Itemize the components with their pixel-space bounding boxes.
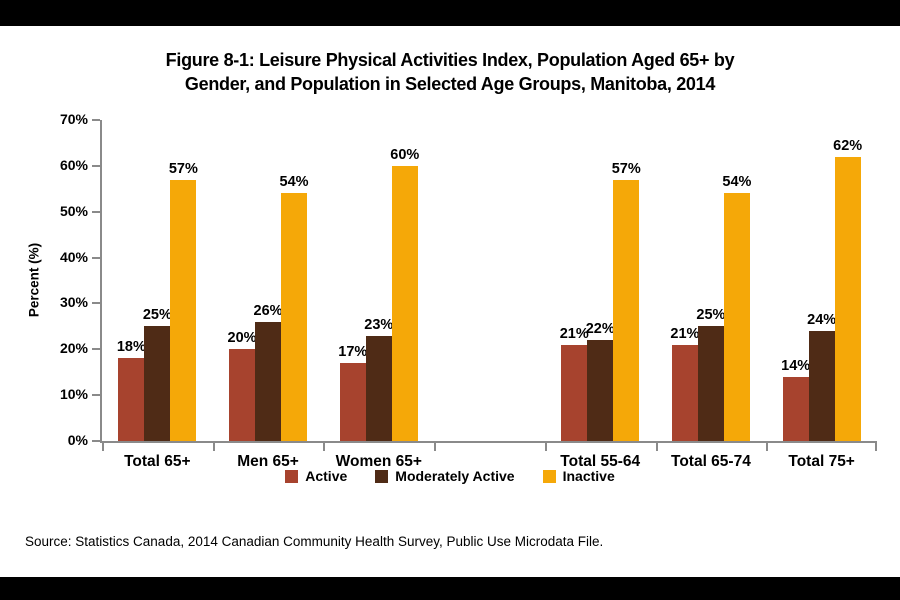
bar-inactive-total-65 [170,179,197,441]
bar-value-label: 18% [116,339,146,356]
bar-value-label: 26% [253,302,283,319]
bar-value-label: 24% [807,311,837,328]
bar-value-label: 54% [722,174,752,191]
bar-value-label: 25% [142,307,172,324]
chart-title-line2: Gender, and Population in Selected Age G… [184,74,716,94]
bar-value-label: 23% [364,316,394,333]
y-axis-tick-label: 60% [59,156,88,173]
bar-inactive-total-75 [834,156,861,441]
y-axis-tick [92,164,100,167]
y-axis-tick [92,348,100,351]
legend-item-active: Active [285,468,347,484]
y-axis-tick-label: 70% [59,111,88,127]
bar-active-women-65 [339,363,366,441]
bar-moderately-active-total-65 [144,326,171,441]
bar-active-total-65 [118,358,145,441]
y-axis-tick [92,394,100,397]
x-axis-tick [212,443,215,451]
bar-value-label: 22% [585,321,615,338]
plot-area: 0% 10% 20% 30% 40% 50% 60% 70% 18% 25% 57% Total 65… [60,111,877,470]
bar-moderately-active-men-65 [255,321,282,441]
x-category-label-men-65: Men 65+ [237,453,299,470]
y-axis-tick-label: 20% [59,340,88,357]
legend-label: Moderately Active [395,468,515,484]
x-category-label-total-65: Total 65+ [124,453,191,470]
chart-title: Figure 8-1: Leisure Physical Activities … [0,48,900,96]
bar-value-label: 60% [390,146,420,163]
legend-swatch-active [285,469,299,483]
source-note: Source: Statistics Canada, 2014 Canadian… [25,534,604,549]
bar-value-label: 57% [168,160,198,177]
bar-value-label: 57% [611,160,641,177]
y-axis-tick-label: 0% [67,432,88,448]
y-axis-tick-label: 30% [59,294,88,311]
legend-label: Active [305,468,348,484]
x-category-label-total-55-64: Total 55-64 [560,453,641,470]
y-axis-tick [92,210,100,213]
bar-moderately-active-total-55-64 [587,340,614,441]
bar-value-label: 21% [670,325,700,342]
bar-inactive-women-65 [391,165,418,441]
y-axis-tick-label: 50% [59,202,88,219]
x-axis-tick [655,443,658,451]
y-axis-title: Percent (%) [26,242,42,318]
x-axis-tick [544,443,547,451]
y-axis-tick-label: 40% [59,248,88,265]
bar-moderately-active-total-65-74 [697,326,724,441]
x-axis-tick [323,443,326,451]
bar-active-men-65 [229,349,256,441]
x-axis-tick [434,443,437,451]
legend-swatch-inactive [542,469,556,483]
bar-value-label: 54% [279,174,309,191]
bar-active-total-65-74 [671,344,698,441]
bar-value-label: 14% [781,357,811,374]
y-axis-tick-label: 10% [59,386,88,403]
y-axis-tick [92,302,100,305]
legend-swatch-moderately-active [375,469,389,483]
y-axis-tick [92,440,100,442]
bar-value-label: 21% [559,325,589,342]
chart-title-line1: Figure 8-1: Leisure Physical Activities … [165,50,735,70]
chart-canvas: Figure 8-1: Leisure Physical Activities … [0,26,900,577]
x-axis-tick [102,443,104,451]
bar-moderately-active-total-75 [808,330,835,441]
bar-value-label: 62% [833,137,863,154]
bar-value-label: 25% [696,307,726,324]
top-letterbox-bar [0,0,900,26]
bar-active-total-55-64 [561,344,588,441]
bottom-letterbox-bar [0,577,900,600]
bar-moderately-active-women-65 [365,335,392,441]
legend-item-inactive: Inactive [542,468,615,484]
bar-inactive-total-55-64 [613,179,640,441]
bar-inactive-total-65-74 [723,193,750,441]
bar-inactive-men-65 [281,193,308,441]
x-category-label-total-65-74: Total 65-74 [671,453,751,470]
x-category-label-women-65: Women 65+ [335,453,422,470]
bar-value-label: 20% [227,330,257,347]
x-category-label-total-75: Total 75+ [788,453,855,470]
bar-active-total-75 [782,376,809,441]
legend-label: Inactive [562,468,615,484]
x-axis-tick [875,443,877,451]
legend-item-moderately-active: Moderately Active [375,468,515,484]
y-axis-tick [92,256,100,259]
legend: Active Moderately Active Inactive [0,468,900,484]
bar-value-label: 17% [338,344,368,361]
x-axis-tick [766,443,769,451]
y-axis-tick [92,119,100,121]
